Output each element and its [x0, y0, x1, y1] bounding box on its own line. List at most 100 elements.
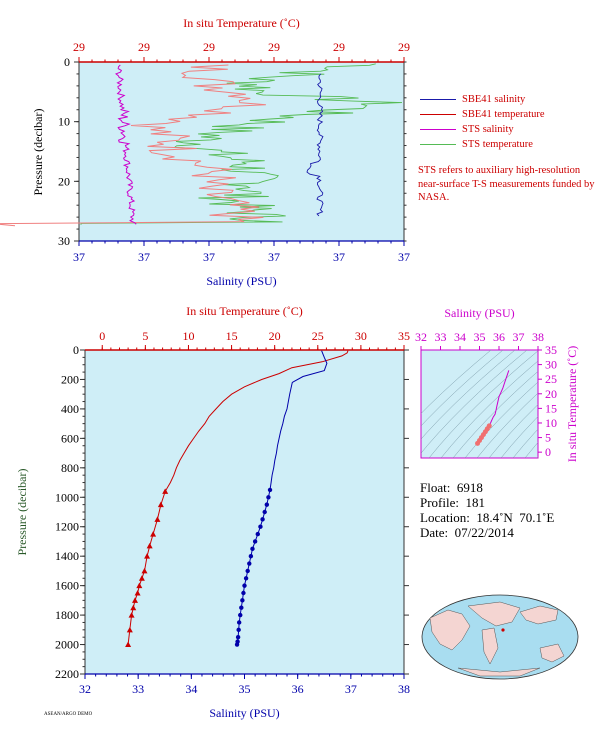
sbe41-temperature-line: [0, 64, 266, 227]
bottom-sal-tick-label: 35: [239, 682, 251, 696]
world-map: [421, 594, 579, 680]
top-temp-tick-label: 29: [73, 40, 85, 54]
ts-temp-tick-label: 25: [545, 372, 557, 386]
salinity-marker: [250, 546, 255, 552]
top-temp-axis-title: In situ Temperature (˚C): [183, 16, 300, 30]
temperature-marker: [130, 604, 137, 611]
temperature-marker: [132, 597, 139, 603]
bottom-temp-axis-title: In situ Temperature (˚C): [186, 304, 303, 318]
bottom-y-tick-label: 600: [61, 431, 79, 445]
salinity-marker: [264, 502, 270, 507]
profile-number: Profile: 181: [420, 495, 485, 510]
bottom-temp-tick-label: 5: [142, 329, 148, 343]
land-mass: [481, 627, 499, 665]
salinity-marker: [260, 517, 265, 522]
density-contour: [476, 392, 538, 458]
bottom-sal-tick-label: 34: [185, 682, 197, 696]
float-info: Float: 6918 Profile: 181 Location: 18.4˚…: [420, 480, 554, 540]
legend-item-sts-temperature: STS temperature: [420, 137, 545, 152]
legend-item-sbe41-salinity: SBE41 salinity: [420, 92, 545, 107]
ts-sal-tick-label: 34: [454, 330, 466, 344]
density-contour: [440, 360, 538, 458]
temperature-marker: [136, 582, 143, 589]
ts-temp-tick-label: 5: [545, 431, 551, 445]
temperature-marker: [141, 567, 148, 574]
legend-item-sts-salinity: STS salinity: [420, 122, 545, 137]
salinity-marker: [241, 590, 246, 596]
ts-marker: [486, 423, 492, 429]
density-contour: [421, 350, 516, 440]
density-contour: [488, 404, 538, 458]
bottom-sal-axis-title: Salinity (PSU): [209, 706, 279, 720]
salinity-marker: [255, 531, 260, 537]
top-y-tick-label: 10: [58, 115, 70, 129]
top-temp-tick-label: 29: [333, 40, 345, 54]
legend-item-sbe41-temperature: SBE41 temperature: [420, 107, 545, 122]
bottom-temp-tick-label: 15: [226, 329, 238, 343]
bottom-y-tick-label: 400: [61, 402, 79, 416]
temperature-marker: [134, 590, 141, 596]
top-sal-tick-label: 37: [333, 250, 345, 264]
salinity-marker: [258, 524, 263, 529]
sbe41-salinity-line: [306, 73, 324, 217]
date: Date: 07/22/2014: [420, 525, 514, 540]
land-mass: [467, 601, 521, 627]
ts-temp-tick-label: 35: [545, 343, 557, 357]
land-mass: [429, 609, 471, 651]
top-sal-tick-label: 37: [73, 250, 85, 264]
ts-sal-tick-label: 35: [474, 330, 486, 344]
bottom-plot-area: [84, 349, 405, 675]
salinity-marker: [235, 634, 241, 640]
bottom-temp-tick-label: 25: [312, 329, 324, 343]
top-y-tick-label: 30: [58, 234, 70, 248]
temperature-marker: [162, 488, 169, 494]
density-contour: [500, 416, 538, 458]
bottom-temp-tick-label: 35: [398, 329, 410, 343]
top-sal-axis-title: Salinity (PSU): [206, 274, 276, 288]
location: Location: 18.4˚N 70.1˚E: [420, 510, 555, 525]
sts-temperature-line: [80, 63, 403, 225]
top-y-axis-title: Pressure (decibar): [31, 109, 45, 196]
top-y-tick-label: 20: [58, 174, 70, 188]
bottom-sal-tick-label: 37: [345, 682, 357, 696]
density-contour: [452, 370, 538, 458]
ts-sal-axis-title: Salinity (PSU): [444, 306, 514, 320]
land-mass: [519, 605, 559, 625]
footer-text: ASEAN/ARGO DEMO: [44, 712, 93, 717]
bottom-y-tick-label: 1800: [55, 608, 79, 622]
ts-sal-tick-label: 37: [513, 330, 525, 344]
salinity-marker: [266, 495, 271, 500]
bottom-y-tick-label: 200: [61, 372, 79, 386]
ts-temp-tick-label: 20: [545, 387, 557, 401]
bottom-y-tick-label: 0: [73, 343, 79, 357]
bottom-y-tick-label: 1600: [55, 579, 79, 593]
salinity-marker: [238, 612, 243, 618]
top-y-tick-label: 0: [64, 55, 70, 69]
salinity-marker: [240, 598, 245, 603]
temperature-marker: [138, 575, 145, 581]
salinity-marker: [236, 627, 241, 633]
bottom-sal-tick-label: 36: [292, 682, 304, 696]
density-contour: [464, 381, 538, 458]
density-contour: [524, 442, 538, 458]
temperature-marker: [126, 626, 133, 633]
float-location-marker: [501, 628, 505, 632]
salinity-marker: [252, 539, 258, 544]
bottom-temp-tick-label: 30: [355, 329, 367, 343]
salinity-marker: [236, 620, 242, 625]
temperature-marker: [157, 501, 164, 508]
density-contour: [421, 350, 528, 454]
bottom-y-tick-label: 2000: [55, 638, 79, 652]
salinity-marker: [234, 642, 240, 647]
bottom-temp-tick-label: 0: [99, 329, 105, 343]
temperature-marker: [125, 641, 132, 648]
temperature-marker: [150, 531, 157, 537]
top-temp-tick-label: 29: [268, 40, 280, 54]
bottom-temp-tick-label: 20: [269, 329, 281, 343]
sts-salinity-line: [115, 64, 137, 225]
top-temp-tick-label: 29: [203, 40, 215, 54]
salinity-marker: [245, 568, 250, 574]
top-legend: SBE41 salinity SBE41 temperature STS sal…: [420, 92, 545, 152]
legend-swatch: [420, 114, 456, 115]
